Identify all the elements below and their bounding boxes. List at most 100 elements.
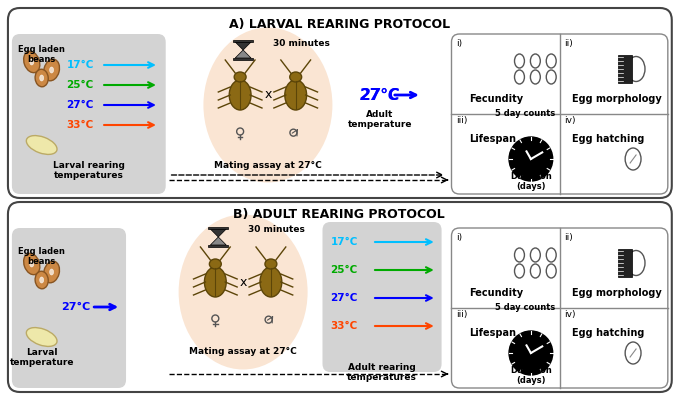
Text: Mating assay at 27°C: Mating assay at 27°C (214, 160, 322, 170)
Text: ii): ii) (564, 233, 573, 242)
Ellipse shape (514, 54, 525, 68)
Ellipse shape (35, 271, 48, 289)
Text: 27°C: 27°C (66, 100, 94, 110)
Ellipse shape (49, 269, 53, 275)
Circle shape (509, 331, 553, 375)
Text: 17°C: 17°C (66, 60, 94, 70)
Text: i): i) (456, 39, 462, 48)
Ellipse shape (625, 342, 641, 364)
FancyBboxPatch shape (451, 34, 668, 194)
FancyBboxPatch shape (451, 228, 668, 388)
Polygon shape (210, 237, 226, 245)
Ellipse shape (514, 264, 525, 278)
Text: Mating assay at 27°C: Mating assay at 27°C (189, 348, 297, 356)
FancyBboxPatch shape (8, 8, 672, 198)
Ellipse shape (24, 253, 40, 275)
Ellipse shape (530, 248, 540, 262)
Ellipse shape (530, 54, 540, 68)
Ellipse shape (29, 261, 34, 267)
Text: 33°C: 33°C (66, 120, 94, 130)
Ellipse shape (625, 148, 641, 170)
Polygon shape (210, 229, 226, 237)
Ellipse shape (530, 70, 540, 84)
Ellipse shape (546, 54, 556, 68)
Bar (208, 227, 228, 229)
Text: B) ADULT REARING PROTOCOL: B) ADULT REARING PROTOCOL (234, 208, 445, 221)
Ellipse shape (546, 248, 556, 262)
FancyBboxPatch shape (323, 222, 442, 372)
Text: 33°C: 33°C (330, 321, 358, 331)
Ellipse shape (203, 28, 332, 182)
Polygon shape (235, 50, 251, 58)
FancyBboxPatch shape (12, 228, 126, 388)
Text: 25°C: 25°C (330, 265, 358, 275)
Ellipse shape (40, 277, 44, 283)
Text: 30 minutes: 30 minutes (273, 38, 329, 48)
Text: 5 day counts: 5 day counts (495, 109, 556, 118)
Text: 27°C: 27°C (62, 302, 91, 312)
Ellipse shape (44, 261, 60, 283)
Text: 27°C: 27°C (360, 88, 400, 102)
Text: Fecundity: Fecundity (469, 288, 523, 298)
Text: Adult
temperature: Adult temperature (348, 110, 412, 129)
Text: Egg laden
beans: Egg laden beans (18, 247, 65, 266)
Text: iv): iv) (564, 116, 576, 125)
Ellipse shape (530, 264, 540, 278)
Text: ii): ii) (564, 39, 573, 48)
Ellipse shape (234, 72, 246, 82)
Bar (233, 58, 253, 60)
Ellipse shape (229, 80, 251, 110)
FancyBboxPatch shape (8, 202, 672, 392)
Bar (208, 245, 228, 247)
Text: x: x (240, 276, 247, 288)
Ellipse shape (627, 250, 645, 276)
Text: Adult rearing
temperatures: Adult rearing temperatures (347, 362, 417, 382)
Ellipse shape (204, 267, 226, 297)
Text: Duration
(days): Duration (days) (510, 366, 551, 386)
Bar (618, 55, 632, 83)
Text: 25°C: 25°C (66, 80, 94, 90)
Ellipse shape (24, 51, 40, 73)
Bar (233, 40, 253, 42)
Ellipse shape (26, 328, 57, 346)
Text: Larval
temperature: Larval temperature (10, 348, 74, 367)
Bar (618, 249, 632, 277)
Text: 30 minutes: 30 minutes (248, 226, 305, 234)
Text: A) LARVAL REARING PROTOCOL: A) LARVAL REARING PROTOCOL (229, 18, 450, 31)
Text: 17°C: 17°C (330, 237, 358, 247)
Text: Egg hatching: Egg hatching (571, 134, 644, 144)
Polygon shape (235, 42, 251, 50)
Text: Duration
(days): Duration (days) (510, 172, 551, 192)
Text: 27°C: 27°C (360, 88, 400, 102)
Text: x: x (264, 88, 272, 102)
Text: iv): iv) (564, 310, 576, 319)
Text: Lifespan: Lifespan (469, 328, 516, 338)
Ellipse shape (26, 136, 57, 154)
Text: Lifespan: Lifespan (469, 134, 516, 144)
Text: Egg hatching: Egg hatching (571, 328, 644, 338)
Ellipse shape (290, 72, 301, 82)
Ellipse shape (210, 259, 221, 269)
Ellipse shape (44, 59, 60, 81)
Ellipse shape (179, 214, 308, 370)
Ellipse shape (514, 248, 525, 262)
Text: Egg laden
beans: Egg laden beans (18, 45, 65, 64)
Ellipse shape (260, 267, 282, 297)
Text: iii): iii) (456, 310, 468, 319)
Text: 5 day counts: 5 day counts (495, 303, 556, 312)
Ellipse shape (35, 69, 48, 87)
Text: i): i) (456, 233, 462, 242)
Text: 27°C: 27°C (330, 293, 358, 303)
Ellipse shape (265, 259, 277, 269)
Text: Egg morphology: Egg morphology (571, 94, 661, 104)
Ellipse shape (285, 80, 307, 110)
Ellipse shape (29, 59, 34, 65)
Text: Egg morphology: Egg morphology (571, 288, 661, 298)
Text: iii): iii) (456, 116, 468, 125)
Ellipse shape (514, 70, 525, 84)
Ellipse shape (546, 70, 556, 84)
Ellipse shape (546, 264, 556, 278)
FancyBboxPatch shape (12, 34, 166, 194)
Ellipse shape (40, 75, 44, 81)
Text: Fecundity: Fecundity (469, 94, 523, 104)
